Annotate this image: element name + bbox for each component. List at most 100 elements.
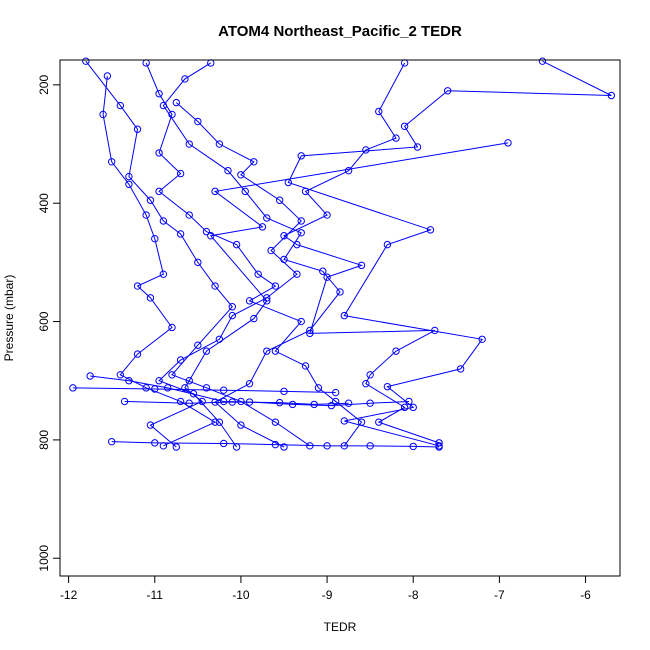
series-3-point-15 (301, 362, 310, 370)
series-3-point-12 (245, 297, 254, 305)
series-1-point-1 (82, 57, 90, 65)
series-1-point-6 (159, 217, 168, 225)
series-11-point-4 (250, 158, 258, 166)
series-4-point-3 (159, 101, 168, 110)
series-6-point-10 (340, 311, 349, 320)
series-12-point-3 (219, 386, 228, 394)
series-2-point-6 (151, 235, 159, 243)
series-2-point-12 (116, 371, 125, 379)
series-4-point-10 (319, 267, 327, 275)
series-1-point-13 (202, 384, 211, 392)
series-12-point-1 (69, 384, 77, 392)
y-tick-label-1: 200 (37, 75, 51, 95)
series-8-point-7 (327, 401, 336, 410)
series-6-point-2 (607, 91, 616, 100)
series-5-point-17 (400, 403, 409, 412)
series-3-point-2 (155, 90, 163, 98)
x-axis-label: TEDR (324, 620, 357, 634)
series-4-point-6 (241, 187, 249, 196)
series-5-point-3 (392, 134, 400, 142)
x-tick-label-3: -10 (232, 588, 250, 602)
y-tick-label-3: 600 (37, 311, 51, 331)
series-10-point-2 (185, 399, 193, 407)
series-2-point-10 (168, 323, 176, 332)
series-2-point-15 (211, 418, 219, 426)
series-5-point-8 (280, 232, 288, 240)
series-2-point-8 (133, 282, 142, 290)
series-1-point-11 (194, 341, 202, 349)
axis-layer: -12 -11 -10 -9 -8 -7 -6 200 400 600 800 1000 (37, 59, 621, 602)
series-11-point-15 (189, 390, 198, 398)
series-3-point-6 (155, 187, 163, 196)
x-tick-label-5: -8 (408, 588, 419, 602)
series-11-point-13 (176, 356, 185, 364)
series-11-point-6 (275, 196, 284, 204)
series-6-point-14 (409, 403, 417, 412)
series-11-point-3 (215, 140, 224, 148)
y-axis-label: Pressure (mbar) (2, 275, 16, 362)
series-5-point-2 (375, 107, 383, 116)
series-2-point-5 (142, 211, 150, 219)
series-line-3 (145, 62, 363, 447)
series-12-point-2 (151, 385, 159, 393)
series-7-point-11 (146, 421, 155, 429)
plot-layer (69, 57, 616, 451)
y-tick-label-2: 400 (37, 193, 51, 213)
series-line-7 (149, 142, 509, 448)
series-5-point-16 (362, 379, 370, 388)
series-4-point-16 (237, 421, 245, 429)
series-10-point-4 (275, 398, 284, 407)
series-1-point-5 (146, 196, 155, 204)
series-8-point-6 (288, 400, 297, 409)
series-1-point-8 (194, 258, 202, 267)
series-11-point-14 (155, 377, 163, 385)
series-11-point-16 (215, 418, 224, 426)
series-10-point-1 (120, 397, 129, 406)
series-9-point-3 (219, 439, 228, 448)
series-6-point-12 (456, 365, 465, 373)
series-2-point-7 (159, 270, 168, 278)
series-11-point-5 (237, 171, 245, 179)
series-10-point-3 (228, 398, 237, 406)
series-3-point-13 (297, 317, 305, 326)
series-9-point-6 (366, 442, 374, 450)
plot-frame (59, 59, 621, 577)
series-1-point-9 (211, 282, 219, 290)
series-3-point-11 (271, 282, 280, 290)
series-1-point-4 (125, 172, 133, 181)
series-3-point-7 (185, 211, 193, 219)
y-tick-label-5: 1000 (37, 545, 51, 572)
series-3-point-10 (254, 270, 262, 278)
series-8-point-2 (125, 377, 133, 385)
series-8-point-3 (163, 384, 172, 392)
series-line-5 (283, 62, 440, 444)
series-4-point-17 (280, 443, 288, 451)
x-tick-label-2: -11 (147, 588, 164, 602)
series-2-point-2 (99, 110, 107, 119)
series-4-point-11 (336, 288, 344, 296)
x-tick-label-7: -6 (580, 588, 591, 602)
series-line-4 (162, 62, 341, 448)
series-4-point-8 (297, 229, 305, 237)
series-5-point-7 (323, 211, 331, 219)
series-line-11 (158, 102, 302, 448)
series-5-point-14 (392, 347, 400, 355)
series-5-point-19 (435, 439, 443, 447)
series-10-point-6 (344, 399, 353, 407)
series-3-point-16 (314, 384, 323, 392)
series-11-point-7 (297, 217, 305, 225)
series-4-point-2 (181, 75, 189, 83)
series-11-point-9 (293, 270, 301, 278)
series-4-point-14 (245, 379, 254, 388)
series-9-point-5 (323, 442, 331, 450)
series-4-point-7 (263, 214, 271, 222)
series-1-point-12 (168, 371, 176, 379)
series-2-point-14 (176, 397, 185, 406)
series-5-point-12 (306, 329, 314, 338)
series-line-1 (85, 60, 311, 447)
series-1-point-15 (271, 418, 280, 426)
series-5-point-11 (323, 273, 331, 281)
series-3-point-4 (155, 149, 163, 157)
